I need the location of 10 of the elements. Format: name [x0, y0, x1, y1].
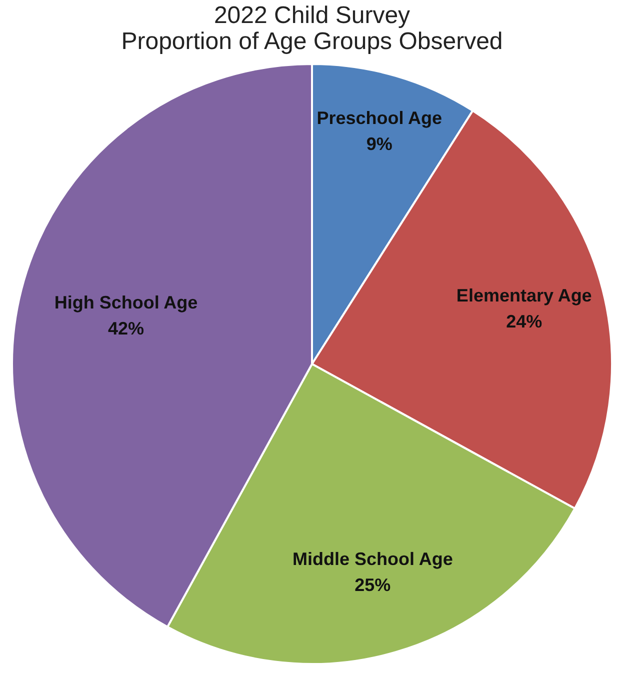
slice-label: Preschool Age	[316, 108, 442, 128]
text: Proportion of Age Groups Observed	[121, 28, 503, 55]
data-label: 42%	[108, 318, 144, 338]
text: 2022 Child Survey	[214, 2, 410, 29]
slice-label: High School Age	[54, 292, 198, 312]
data-label: 25%	[354, 574, 391, 595]
slice-label: Elementary Age	[456, 286, 592, 306]
slice-label: Middle School Age	[292, 548, 453, 569]
data-label: 9%	[366, 134, 392, 154]
data-label: 24%	[506, 312, 542, 332]
